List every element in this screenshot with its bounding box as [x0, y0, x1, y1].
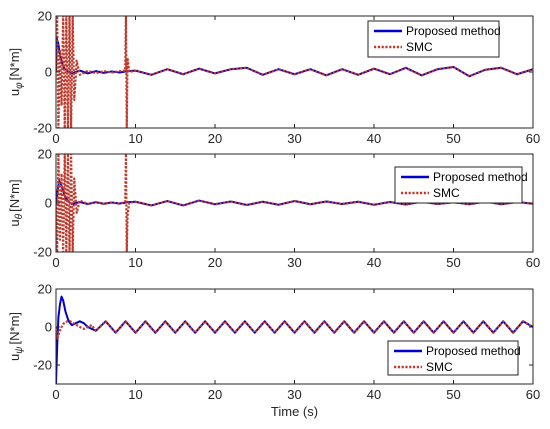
- legend-box: [394, 166, 523, 204]
- x-tick-label: 60: [526, 131, 540, 146]
- series-line-smc: [56, 154, 533, 252]
- legend: Proposed method SMC: [394, 166, 528, 204]
- x-tick-label: 50: [446, 387, 460, 402]
- x-tick-label: 0: [52, 131, 59, 146]
- legend-box: [387, 340, 519, 376]
- legend-label-smc: SMC: [406, 40, 433, 54]
- y-axis-label-main: u: [7, 219, 22, 226]
- x-tick-label: 50: [446, 131, 460, 146]
- y-axis-label-subscript: φ: [14, 82, 25, 89]
- series-line-smc: [56, 16, 533, 128]
- x-tick-label: 0: [52, 255, 59, 270]
- x-tick-label: 30: [287, 131, 301, 146]
- legend: Proposed method SMC: [367, 20, 501, 58]
- x-tick-label: 30: [287, 387, 301, 402]
- y-tick-label: 20: [38, 9, 52, 24]
- y-axis-label: uθ[N*m]: [7, 179, 25, 226]
- y-tick-label: 20: [38, 282, 52, 297]
- y-tick-label: 0: [45, 65, 52, 80]
- x-tick-label: 20: [208, 255, 222, 270]
- y-axis-label-unit: [N*m]: [7, 48, 22, 81]
- y-tick-label: -20: [33, 245, 52, 260]
- x-tick-label: 30: [287, 255, 301, 270]
- y-axis-label: uψ[N*m]: [7, 312, 25, 361]
- x-tick-label: 50: [446, 255, 460, 270]
- x-tick-label: 10: [128, 131, 142, 146]
- legend: Proposed method SMC: [387, 340, 521, 376]
- x-tick-label: 20: [208, 131, 222, 146]
- y-axis-label-subscript: ψ: [14, 346, 25, 354]
- y-axis-label-main: u: [7, 354, 22, 361]
- y-axis-label-unit: [N*m]: [7, 179, 22, 212]
- legend-label-proposed-method: Proposed method: [426, 344, 521, 358]
- x-tick-label: 0: [52, 387, 59, 402]
- y-tick-label: 0: [45, 320, 52, 335]
- legend-label-proposed-method: Proposed method: [406, 24, 501, 38]
- y-tick-label: -20: [33, 358, 52, 373]
- x-axis-label: Time (s): [271, 404, 318, 419]
- x-tick-label: 10: [128, 387, 142, 402]
- x-tick-label: 40: [367, 255, 381, 270]
- y-tick-label: -20: [33, 121, 52, 136]
- y-tick-label: 0: [45, 196, 52, 211]
- y-axis-label: uφ[N*m]: [7, 48, 25, 96]
- legend-box: [367, 20, 500, 58]
- legend-label-smc: SMC: [433, 186, 460, 200]
- y-axis-label-main: u: [7, 89, 22, 96]
- legend-label-smc: SMC: [426, 360, 453, 374]
- x-tick-label: 40: [367, 131, 381, 146]
- x-tick-label: 60: [526, 255, 540, 270]
- y-axis-label-unit: [N*m]: [7, 312, 22, 345]
- legend-label-proposed-method: Proposed method: [433, 170, 528, 184]
- series-line-proposed-method: [56, 295, 533, 384]
- series-line-smc: [56, 320, 533, 340]
- x-tick-label: 40: [367, 387, 381, 402]
- x-tick-label: 10: [128, 255, 142, 270]
- x-tick-label: 60: [526, 387, 540, 402]
- y-axis-label-subscript: θ: [14, 213, 25, 219]
- x-tick-label: 20: [208, 387, 222, 402]
- y-tick-label: 20: [38, 147, 52, 162]
